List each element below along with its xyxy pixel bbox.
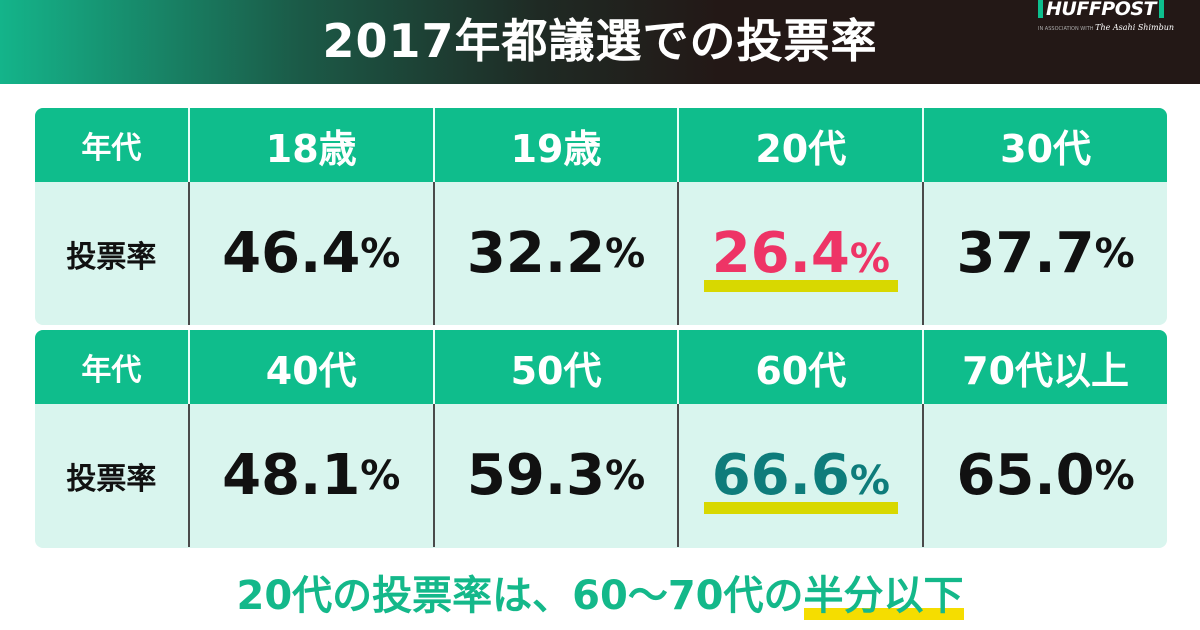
turnout-cell: 32.2% [432, 182, 678, 325]
row-label-turnout: 投票率 [66, 239, 157, 275]
page-title: 2017年都議選での投票率 [322, 14, 878, 68]
turnout-value: 46.4 [222, 221, 361, 286]
row-label-age: 年代 [81, 131, 142, 166]
highlight-underline [703, 280, 898, 292]
turnout-value: 26.4 [711, 221, 850, 286]
turnout-cell: 65.0% [922, 404, 1167, 547]
age-cell: 18歳 [187, 108, 433, 182]
turnout-cell-highlighted: 66.6% [677, 404, 922, 547]
turnout-table-2: 年代 40代 50代 60代 70代以上 投票率 48.1% 59.3% 66.… [35, 330, 1167, 548]
summary-caption: 20代の投票率は、60～70代の半分以下 [0, 568, 1200, 624]
turnout-cell-highlighted: 26.4% [677, 182, 922, 325]
turnout-table-1: 年代 18歳 19歳 20代 30代 投票率 46.4% 32.2% 26.4%… [35, 108, 1167, 325]
row-label-turnout: 投票率 [66, 461, 157, 497]
age-cell: 20代 [677, 108, 922, 182]
age-header-row: 年代 40代 50代 60代 70代以上 [35, 330, 1167, 404]
summary-emphasis: 半分以下 [803, 568, 964, 624]
turnout-row: 投票率 48.1% 59.3% 66.6% 65.0% [35, 404, 1167, 547]
turnout-row: 投票率 46.4% 32.2% 26.4% 37.7% [35, 182, 1167, 325]
turnout-value: 48.1 [222, 443, 361, 508]
age-cell: 60代 [677, 330, 922, 404]
logo-subtitle: IN ASSOCIATION WITH The Asahi Shimbun [1038, 23, 1175, 32]
logo-bar-right [1159, 0, 1165, 18]
summary-text: 20代の投票率は、60～70代の [236, 573, 804, 619]
turnout-value: 59.3 [466, 443, 606, 508]
row-label-age: 年代 [81, 353, 142, 388]
huffpost-logo: HUFFPOST IN ASSOCIATION WITH The Asahi S… [1038, 0, 1178, 32]
highlight-underline [703, 502, 898, 514]
turnout-value: 37.7 [956, 221, 1095, 286]
logo-brand: HUFFPOST [1046, 0, 1157, 20]
age-header-row: 年代 18歳 19歳 20代 30代 [35, 108, 1167, 182]
turnout-value: 65.0 [956, 443, 1095, 508]
age-cell: 19歳 [432, 108, 678, 182]
turnout-value: 66.6 [711, 443, 850, 508]
turnout-cell: 46.4% [187, 182, 433, 325]
turnout-cell: 59.3% [432, 404, 678, 547]
age-cell: 40代 [187, 330, 433, 404]
age-cell: 70代以上 [922, 330, 1167, 404]
age-cell: 30代 [922, 108, 1167, 182]
logo-bar-left [1038, 0, 1043, 18]
age-cell: 50代 [432, 330, 678, 404]
turnout-cell: 48.1% [187, 404, 433, 547]
turnout-value: 32.2 [466, 221, 606, 286]
title-banner: 2017年都議選での投票率 HUFFPOST IN ASSOCIATION WI… [0, 0, 1200, 84]
turnout-cell: 37.7% [922, 182, 1167, 325]
